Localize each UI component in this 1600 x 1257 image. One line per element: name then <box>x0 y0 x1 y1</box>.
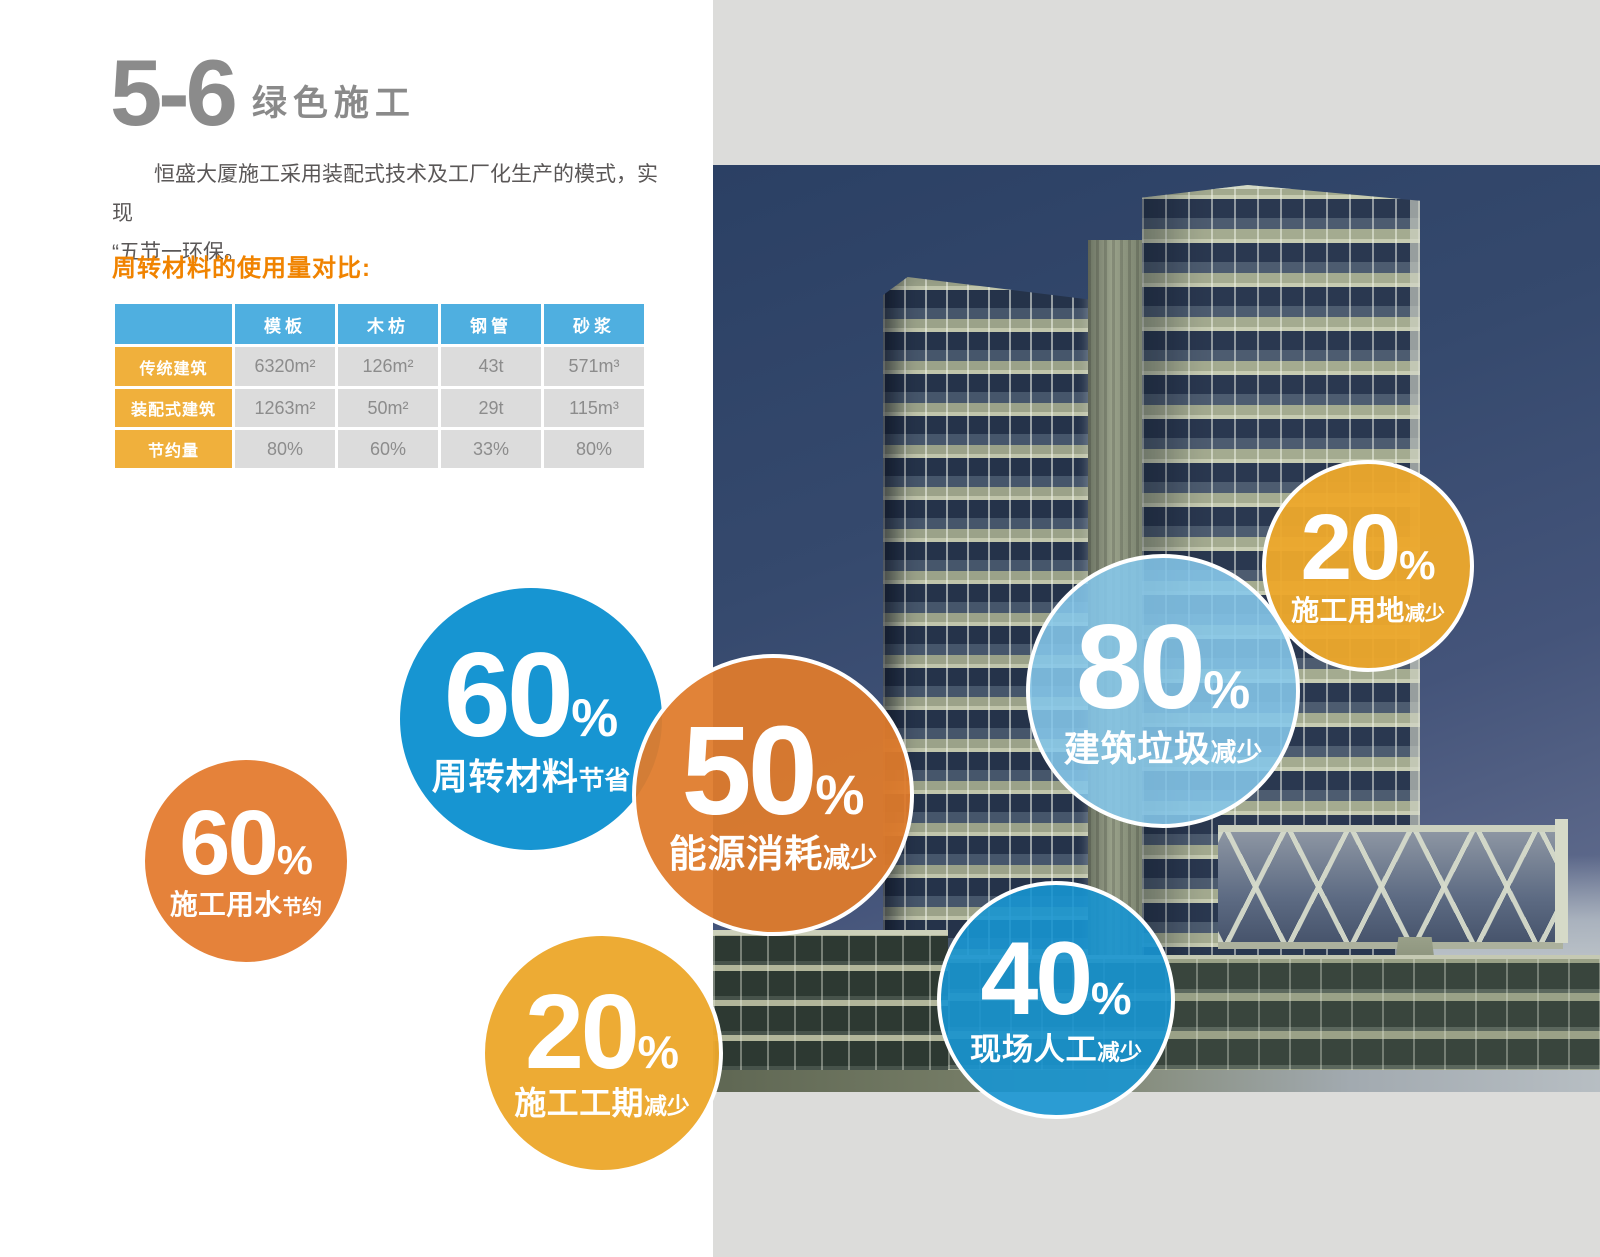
stat-circle-energy-reduction: 50% 能源消耗 减少 <box>632 654 914 936</box>
stat-circle-land-reduction: 20% 施工用地 减少 <box>1262 460 1474 672</box>
stat-number: 60 <box>443 628 574 763</box>
stat-label: 建筑垃圾 减少 <box>1063 727 1263 769</box>
stat-circle-materials-saving: 60% 周转材料 节省 <box>396 584 666 854</box>
stat-label-suffix: 减少 <box>1404 602 1445 625</box>
stat-label-suffix: 减少 <box>644 1092 690 1119</box>
table-row-label: 节约量 <box>115 430 232 468</box>
stat-label-text: 施工用地 <box>1291 594 1405 626</box>
table-cell: 80% <box>235 430 335 468</box>
stat-label: 能源消耗 减少 <box>668 833 878 876</box>
stat-unit: % <box>1399 542 1436 589</box>
building-cantilever-cap <box>1555 819 1568 943</box>
stat-label-suffix: 减少 <box>1210 738 1263 767</box>
table-header-cell: 模板 <box>235 304 335 344</box>
table-cell: 1263m² <box>235 389 335 427</box>
stat-number: 50 <box>681 699 818 841</box>
stat-circle-schedule-reduction: 20% 施工工期 减少 <box>481 932 723 1174</box>
stat-label-text: 周转材料 <box>431 755 579 797</box>
table-cell: 60% <box>338 430 438 468</box>
stat-label: 施工工期 减少 <box>514 1084 690 1121</box>
stat-circle-waste-reduction: 80% 建筑垃圾 减少 <box>1026 554 1300 828</box>
stat-label: 周转材料 节省 <box>431 755 631 797</box>
table-cell: 80% <box>544 430 644 468</box>
table-heading: 周转材料的使用量对比: <box>112 255 371 282</box>
table-cell: 115m³ <box>544 389 644 427</box>
stat-label: 现场人工 减少 <box>970 1034 1142 1065</box>
stat-number: 80 <box>1075 600 1206 735</box>
stat-label-text: 施工用水 <box>169 889 283 921</box>
stat-value: 50% <box>681 699 865 841</box>
stat-number: 20 <box>525 973 640 1092</box>
table-header-cell: 钢管 <box>441 304 541 344</box>
table-cell: 43t <box>441 347 541 386</box>
table-cell: 6320m² <box>235 347 335 386</box>
stat-unit: % <box>637 1026 679 1079</box>
stat-value: 20% <box>1300 495 1436 600</box>
table-row-label: 装配式建筑 <box>115 389 232 427</box>
section-header: 5-6 绿色施工 <box>110 40 416 145</box>
table-header-cell: 砂浆 <box>544 304 644 344</box>
stat-label-text: 施工工期 <box>514 1084 645 1121</box>
table-row-label: 传统建筑 <box>115 347 232 386</box>
stat-unit: % <box>815 763 865 826</box>
materials-table: 模板 木枋 钢管 砂浆 传统建筑 6320m² 126m² 43t 571m³ … <box>115 304 644 468</box>
stat-value: 80% <box>1075 600 1251 735</box>
stat-number: 40 <box>980 921 1093 1038</box>
stat-circle-labor-reduction: 40% 现场人工 减少 <box>937 881 1175 1119</box>
stat-label-text: 建筑垃圾 <box>1063 727 1211 769</box>
stat-label-text: 现场人工 <box>970 1032 1098 1068</box>
section-number: 5-6 <box>110 40 238 145</box>
building-cantilever-truss <box>1218 825 1563 949</box>
stat-number: 20 <box>1300 495 1401 600</box>
stat-label: 施工用水 节约 <box>170 891 322 919</box>
stat-label-suffix: 节约 <box>282 897 323 920</box>
stat-value: 60% <box>443 628 619 763</box>
stat-unit: % <box>1203 661 1251 721</box>
table-cell: 50m² <box>338 389 438 427</box>
table-cell: 29t <box>441 389 541 427</box>
stat-circle-water-saving: 60% 施工用水 节约 <box>141 756 351 966</box>
intro-paragraph: 恒盛大厦施工采用装配式技术及工厂化生产的模式，实现 “五节一环保。 <box>112 163 658 264</box>
stat-value: 60% <box>179 791 313 894</box>
stat-unit: % <box>276 836 313 883</box>
table-cell: 33% <box>441 430 541 468</box>
stat-label-suffix: 减少 <box>1097 1040 1142 1066</box>
table-cell: 571m³ <box>544 347 644 386</box>
building-podium-left <box>713 930 948 1092</box>
stat-label-suffix: 节省 <box>578 766 631 795</box>
stat-unit: % <box>571 689 619 749</box>
stat-unit: % <box>1090 973 1132 1025</box>
stat-label-suffix: 减少 <box>823 841 878 873</box>
table-header-cell: 木枋 <box>338 304 438 344</box>
stat-label-text: 能源消耗 <box>668 833 824 876</box>
table-cell: 126m² <box>338 347 438 386</box>
stat-value: 40% <box>980 921 1132 1038</box>
page-title: 绿色施工 <box>251 84 416 124</box>
stat-number: 60 <box>179 791 279 894</box>
stat-label: 施工用地 减少 <box>1291 594 1445 626</box>
building-ground <box>713 1070 1600 1092</box>
stat-value: 20% <box>525 973 679 1092</box>
table-header-cell-empty <box>115 304 232 344</box>
